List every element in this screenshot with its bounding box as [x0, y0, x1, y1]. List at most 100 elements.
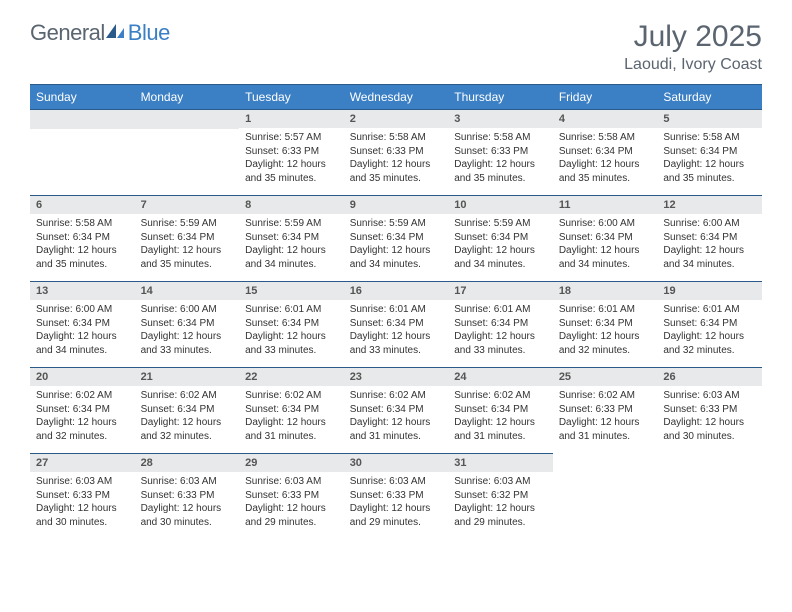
calendar-table: SundayMondayTuesdayWednesdayThursdayFrid…: [30, 84, 762, 539]
day-number: 13: [30, 281, 135, 300]
daylight-text: Daylight: 12 hours and 35 minutes.: [141, 244, 234, 271]
calendar-empty: [135, 109, 240, 195]
sunset-text: Sunset: 6:34 PM: [350, 403, 443, 417]
day-data: Sunrise: 6:02 AMSunset: 6:34 PMDaylight:…: [239, 386, 344, 446]
sunset-text: Sunset: 6:34 PM: [454, 403, 547, 417]
day-data: Sunrise: 6:03 AMSunset: 6:33 PMDaylight:…: [135, 472, 240, 532]
sunrise-text: Sunrise: 6:02 AM: [350, 389, 443, 403]
day-data: Sunrise: 5:57 AMSunset: 6:33 PMDaylight:…: [239, 128, 344, 188]
sunset-text: Sunset: 6:34 PM: [454, 317, 547, 331]
day-data: Sunrise: 6:02 AMSunset: 6:33 PMDaylight:…: [553, 386, 658, 446]
sunset-text: Sunset: 6:34 PM: [245, 403, 338, 417]
sunset-text: Sunset: 6:33 PM: [245, 489, 338, 503]
day-data: Sunrise: 5:59 AMSunset: 6:34 PMDaylight:…: [239, 214, 344, 274]
day-number: 22: [239, 367, 344, 386]
daylight-text: Daylight: 12 hours and 32 minutes.: [663, 330, 756, 357]
day-data: Sunrise: 6:02 AMSunset: 6:34 PMDaylight:…: [30, 386, 135, 446]
day-number: 12: [657, 195, 762, 214]
day-number: 10: [448, 195, 553, 214]
calendar-day: 18Sunrise: 6:01 AMSunset: 6:34 PMDayligh…: [553, 281, 658, 367]
day-data: Sunrise: 5:58 AMSunset: 6:34 PMDaylight:…: [30, 214, 135, 274]
day-number: 19: [657, 281, 762, 300]
sunset-text: Sunset: 6:34 PM: [141, 403, 234, 417]
calendar-empty: [553, 453, 658, 539]
day-data: Sunrise: 6:00 AMSunset: 6:34 PMDaylight:…: [657, 214, 762, 274]
sunset-text: Sunset: 6:34 PM: [36, 317, 129, 331]
day-data: Sunrise: 6:01 AMSunset: 6:34 PMDaylight:…: [239, 300, 344, 360]
weekday-header: Friday: [553, 85, 658, 110]
daylight-text: Daylight: 12 hours and 34 minutes.: [663, 244, 756, 271]
day-data: Sunrise: 6:01 AMSunset: 6:34 PMDaylight:…: [553, 300, 658, 360]
sunrise-text: Sunrise: 6:03 AM: [350, 475, 443, 489]
daylight-text: Daylight: 12 hours and 30 minutes.: [141, 502, 234, 529]
sunrise-text: Sunrise: 5:59 AM: [245, 217, 338, 231]
daylight-text: Daylight: 12 hours and 31 minutes.: [559, 416, 652, 443]
daylight-text: Daylight: 12 hours and 34 minutes.: [559, 244, 652, 271]
daylight-text: Daylight: 12 hours and 29 minutes.: [245, 502, 338, 529]
calendar-empty: [30, 109, 135, 195]
sunset-text: Sunset: 6:34 PM: [559, 145, 652, 159]
brand-logo: General Blue: [30, 20, 170, 46]
daylight-text: Daylight: 12 hours and 31 minutes.: [454, 416, 547, 443]
daylight-text: Daylight: 12 hours and 29 minutes.: [454, 502, 547, 529]
empty-header-strip: [135, 109, 240, 129]
sunrise-text: Sunrise: 6:02 AM: [245, 389, 338, 403]
calendar-day: 31Sunrise: 6:03 AMSunset: 6:32 PMDayligh…: [448, 453, 553, 539]
sunset-text: Sunset: 6:33 PM: [350, 489, 443, 503]
calendar-week: 27Sunrise: 6:03 AMSunset: 6:33 PMDayligh…: [30, 453, 762, 539]
day-data: Sunrise: 5:58 AMSunset: 6:34 PMDaylight:…: [657, 128, 762, 188]
calendar-day: 23Sunrise: 6:02 AMSunset: 6:34 PMDayligh…: [344, 367, 449, 453]
sunset-text: Sunset: 6:33 PM: [454, 145, 547, 159]
sunrise-text: Sunrise: 5:58 AM: [36, 217, 129, 231]
calendar-empty: [657, 453, 762, 539]
sunset-text: Sunset: 6:33 PM: [245, 145, 338, 159]
day-data: Sunrise: 6:02 AMSunset: 6:34 PMDaylight:…: [448, 386, 553, 446]
calendar-day: 12Sunrise: 6:00 AMSunset: 6:34 PMDayligh…: [657, 195, 762, 281]
sunrise-text: Sunrise: 5:59 AM: [350, 217, 443, 231]
sunset-text: Sunset: 6:33 PM: [559, 403, 652, 417]
day-data: Sunrise: 6:03 AMSunset: 6:33 PMDaylight:…: [344, 472, 449, 532]
calendar-day: 16Sunrise: 6:01 AMSunset: 6:34 PMDayligh…: [344, 281, 449, 367]
daylight-text: Daylight: 12 hours and 35 minutes.: [559, 158, 652, 185]
sunset-text: Sunset: 6:34 PM: [663, 231, 756, 245]
calendar-day: 19Sunrise: 6:01 AMSunset: 6:34 PMDayligh…: [657, 281, 762, 367]
calendar-day: 15Sunrise: 6:01 AMSunset: 6:34 PMDayligh…: [239, 281, 344, 367]
title-block: July 2025 Laoudi, Ivory Coast: [624, 20, 762, 74]
daylight-text: Daylight: 12 hours and 33 minutes.: [141, 330, 234, 357]
daylight-text: Daylight: 12 hours and 30 minutes.: [663, 416, 756, 443]
day-data: Sunrise: 6:00 AMSunset: 6:34 PMDaylight:…: [135, 300, 240, 360]
sunset-text: Sunset: 6:33 PM: [141, 489, 234, 503]
day-data: Sunrise: 5:58 AMSunset: 6:33 PMDaylight:…: [448, 128, 553, 188]
sunset-text: Sunset: 6:34 PM: [663, 317, 756, 331]
day-number: 24: [448, 367, 553, 386]
sunrise-text: Sunrise: 6:01 AM: [559, 303, 652, 317]
sunrise-text: Sunrise: 6:00 AM: [559, 217, 652, 231]
calendar-day: 28Sunrise: 6:03 AMSunset: 6:33 PMDayligh…: [135, 453, 240, 539]
day-number: 29: [239, 453, 344, 472]
brand-part1: General: [30, 20, 105, 46]
sunset-text: Sunset: 6:34 PM: [245, 231, 338, 245]
sunrise-text: Sunrise: 6:03 AM: [454, 475, 547, 489]
sunrise-text: Sunrise: 5:58 AM: [663, 131, 756, 145]
day-data: Sunrise: 6:03 AMSunset: 6:33 PMDaylight:…: [657, 386, 762, 446]
sunrise-text: Sunrise: 6:01 AM: [245, 303, 338, 317]
sunset-text: Sunset: 6:34 PM: [454, 231, 547, 245]
day-number: 2: [344, 109, 449, 128]
calendar-day: 3Sunrise: 5:58 AMSunset: 6:33 PMDaylight…: [448, 109, 553, 195]
daylight-text: Daylight: 12 hours and 31 minutes.: [350, 416, 443, 443]
header: General Blue July 2025 Laoudi, Ivory Coa…: [30, 20, 762, 74]
sunrise-text: Sunrise: 6:02 AM: [36, 389, 129, 403]
daylight-text: Daylight: 12 hours and 31 minutes.: [245, 416, 338, 443]
day-data: Sunrise: 5:58 AMSunset: 6:34 PMDaylight:…: [553, 128, 658, 188]
day-number: 1: [239, 109, 344, 128]
day-number: 31: [448, 453, 553, 472]
sunrise-text: Sunrise: 6:03 AM: [141, 475, 234, 489]
day-data: Sunrise: 6:02 AMSunset: 6:34 PMDaylight:…: [344, 386, 449, 446]
daylight-text: Daylight: 12 hours and 32 minutes.: [36, 416, 129, 443]
day-number: 25: [553, 367, 658, 386]
sunrise-text: Sunrise: 5:59 AM: [454, 217, 547, 231]
calendar-day: 14Sunrise: 6:00 AMSunset: 6:34 PMDayligh…: [135, 281, 240, 367]
day-data: Sunrise: 6:03 AMSunset: 6:33 PMDaylight:…: [30, 472, 135, 532]
day-data: Sunrise: 5:59 AMSunset: 6:34 PMDaylight:…: [344, 214, 449, 274]
daylight-text: Daylight: 12 hours and 33 minutes.: [454, 330, 547, 357]
